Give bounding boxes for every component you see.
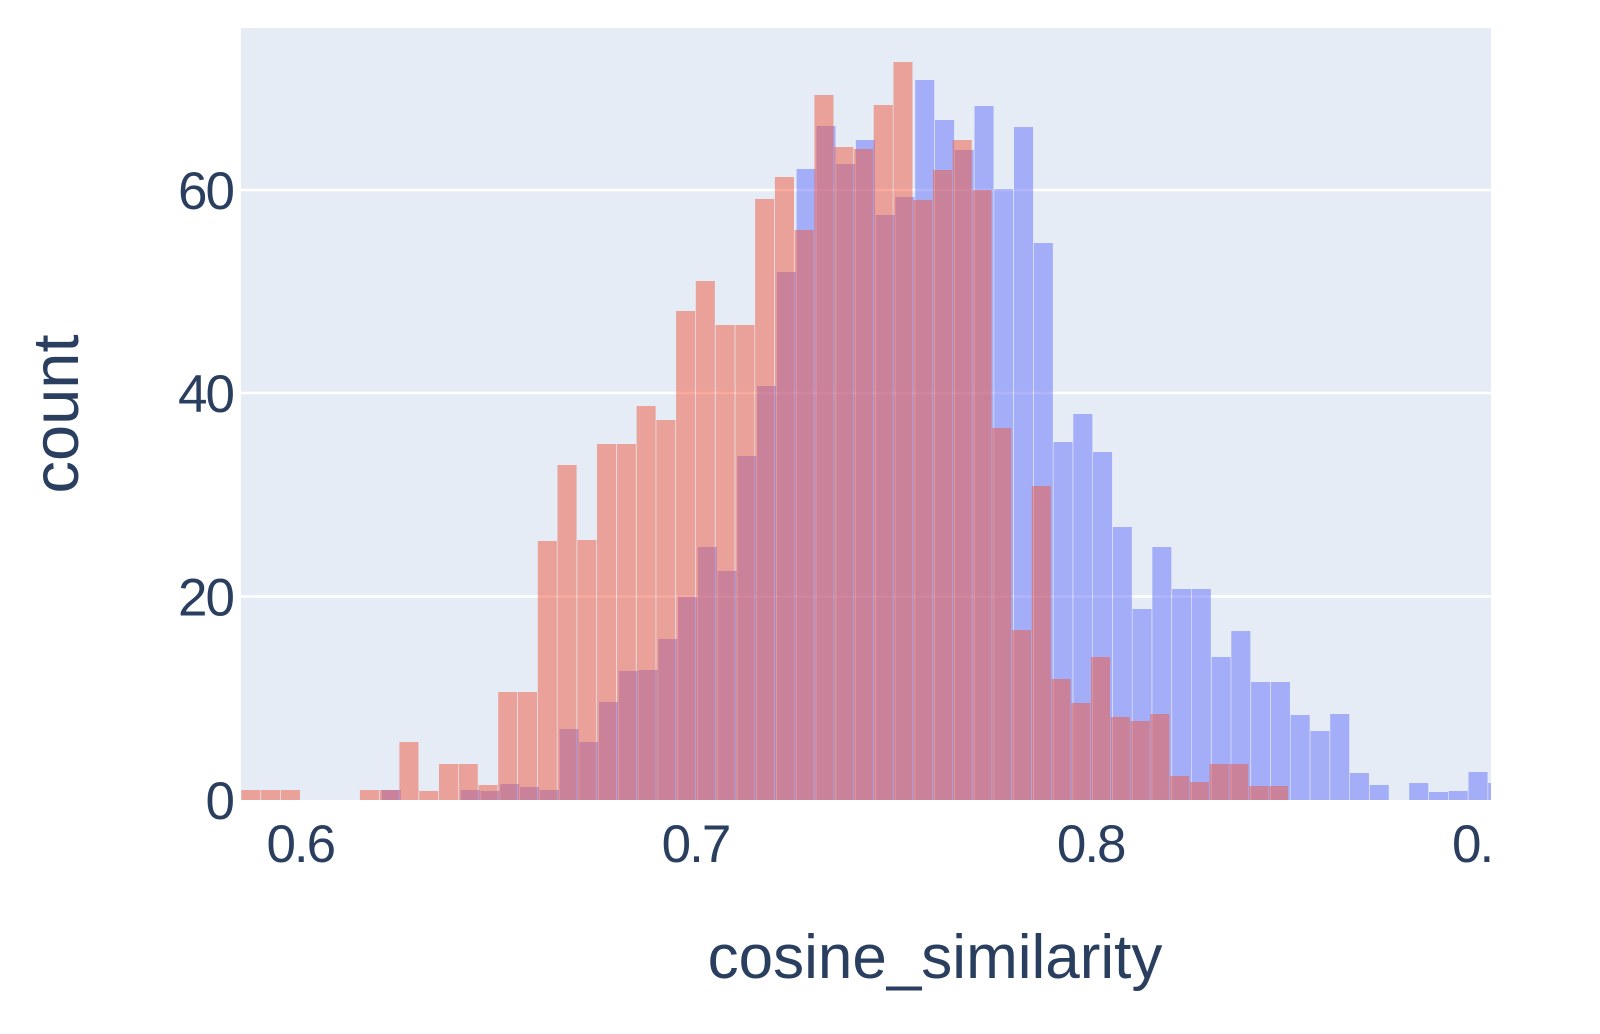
svg-text:count: count	[19, 334, 92, 493]
svg-text:0.6: 0.6	[266, 815, 334, 874]
svg-text:0.8: 0.8	[1057, 815, 1125, 874]
svg-text:cosine_similarity: cosine_similarity	[708, 923, 1163, 992]
svg-text:0: 0	[206, 772, 234, 831]
svg-text:40: 40	[178, 365, 233, 424]
svg-text:0.7: 0.7	[662, 815, 730, 874]
svg-text:0.9: 0.9	[1452, 815, 1520, 874]
svg-text:60: 60	[178, 162, 233, 221]
svg-text:20: 20	[178, 569, 233, 628]
